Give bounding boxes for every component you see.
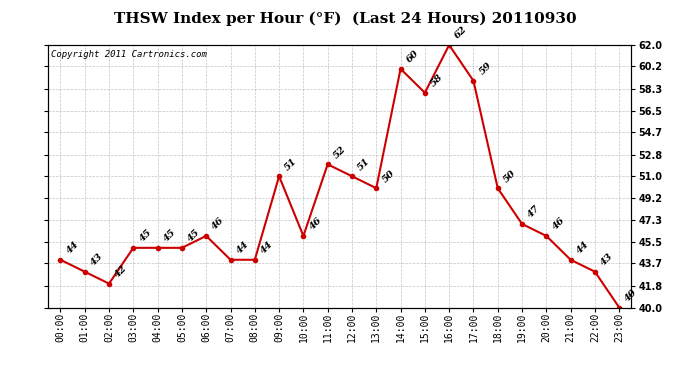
Text: 42: 42 bbox=[113, 264, 129, 279]
Text: 40: 40 bbox=[623, 287, 639, 303]
Text: 62: 62 bbox=[453, 25, 469, 41]
Text: 51: 51 bbox=[284, 156, 299, 172]
Text: 58: 58 bbox=[429, 73, 445, 88]
Text: 43: 43 bbox=[599, 252, 615, 267]
Text: 44: 44 bbox=[65, 240, 81, 256]
Text: 51: 51 bbox=[356, 156, 372, 172]
Text: 44: 44 bbox=[259, 240, 275, 256]
Text: Copyright 2011 Cartronics.com: Copyright 2011 Cartronics.com bbox=[51, 50, 207, 59]
Text: 44: 44 bbox=[235, 240, 250, 256]
Text: 46: 46 bbox=[308, 216, 324, 232]
Text: 46: 46 bbox=[210, 216, 226, 232]
Text: 46: 46 bbox=[551, 216, 566, 232]
Text: 60: 60 bbox=[405, 49, 421, 65]
Text: THSW Index per Hour (°F)  (Last 24 Hours) 20110930: THSW Index per Hour (°F) (Last 24 Hours)… bbox=[114, 11, 576, 26]
Text: 44: 44 bbox=[575, 240, 591, 256]
Text: 45: 45 bbox=[161, 228, 178, 244]
Text: 47: 47 bbox=[526, 204, 542, 220]
Text: 50: 50 bbox=[380, 168, 396, 184]
Text: 59: 59 bbox=[477, 61, 493, 76]
Text: 43: 43 bbox=[89, 252, 105, 267]
Text: 45: 45 bbox=[186, 228, 202, 244]
Text: 45: 45 bbox=[137, 228, 153, 244]
Text: 52: 52 bbox=[332, 144, 348, 160]
Text: 50: 50 bbox=[502, 168, 518, 184]
